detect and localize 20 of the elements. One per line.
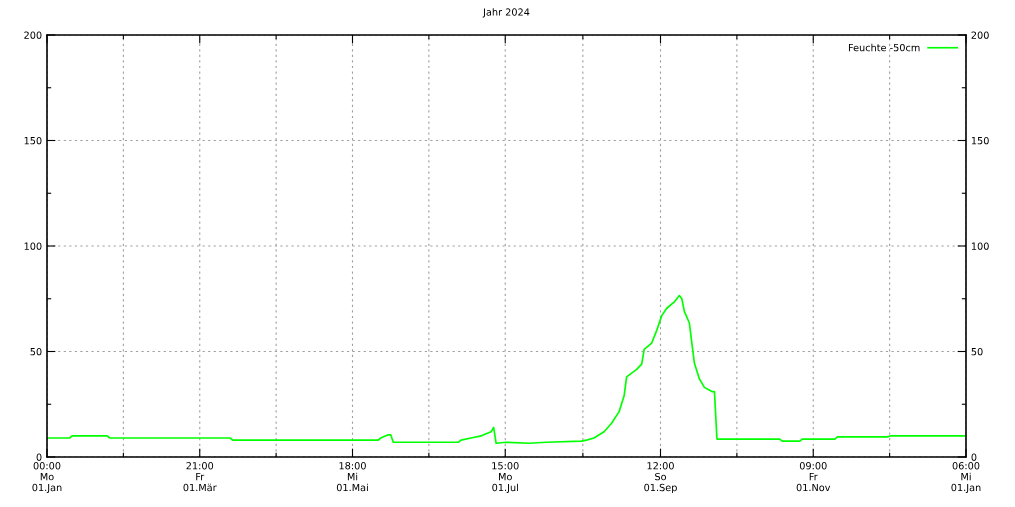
y2-tick-label: 100 [971,242,989,250]
x-tick-label: 09:00 Fr 01.Nov [796,462,831,492]
y-tick-label: 100 [24,242,42,250]
y2-tick-label: 150 [971,136,989,145]
y2-tick-label: 200 [971,31,989,39]
y2-tick-label: 0 [971,453,977,461]
x-tick-label: 18:00 Mi 01.Mai [336,462,368,492]
x-tick-label: 21:00 Fr 01.Mär [183,462,217,492]
legend-label: Feuchte -50cm [848,43,920,52]
y-tick-label: 50 [30,347,42,356]
x-tick-label: 00:00 Mo 01.Jan [32,462,62,493]
y-tick-label: 0 [36,453,42,461]
x-tick-label: 12:00 So 01.Sep [644,462,677,494]
y-tick-label: 200 [24,31,42,39]
line-series [47,294,966,445]
x-tick-label: 06:00 Mi 01.Jan [951,462,981,493]
y-tick-label: 150 [24,136,42,145]
x-tick-label: 15:00 Mo 01.Jul [492,462,519,493]
y2-tick-label: 50 [971,347,983,356]
chart-title: Jahr 2024 [482,8,530,18]
